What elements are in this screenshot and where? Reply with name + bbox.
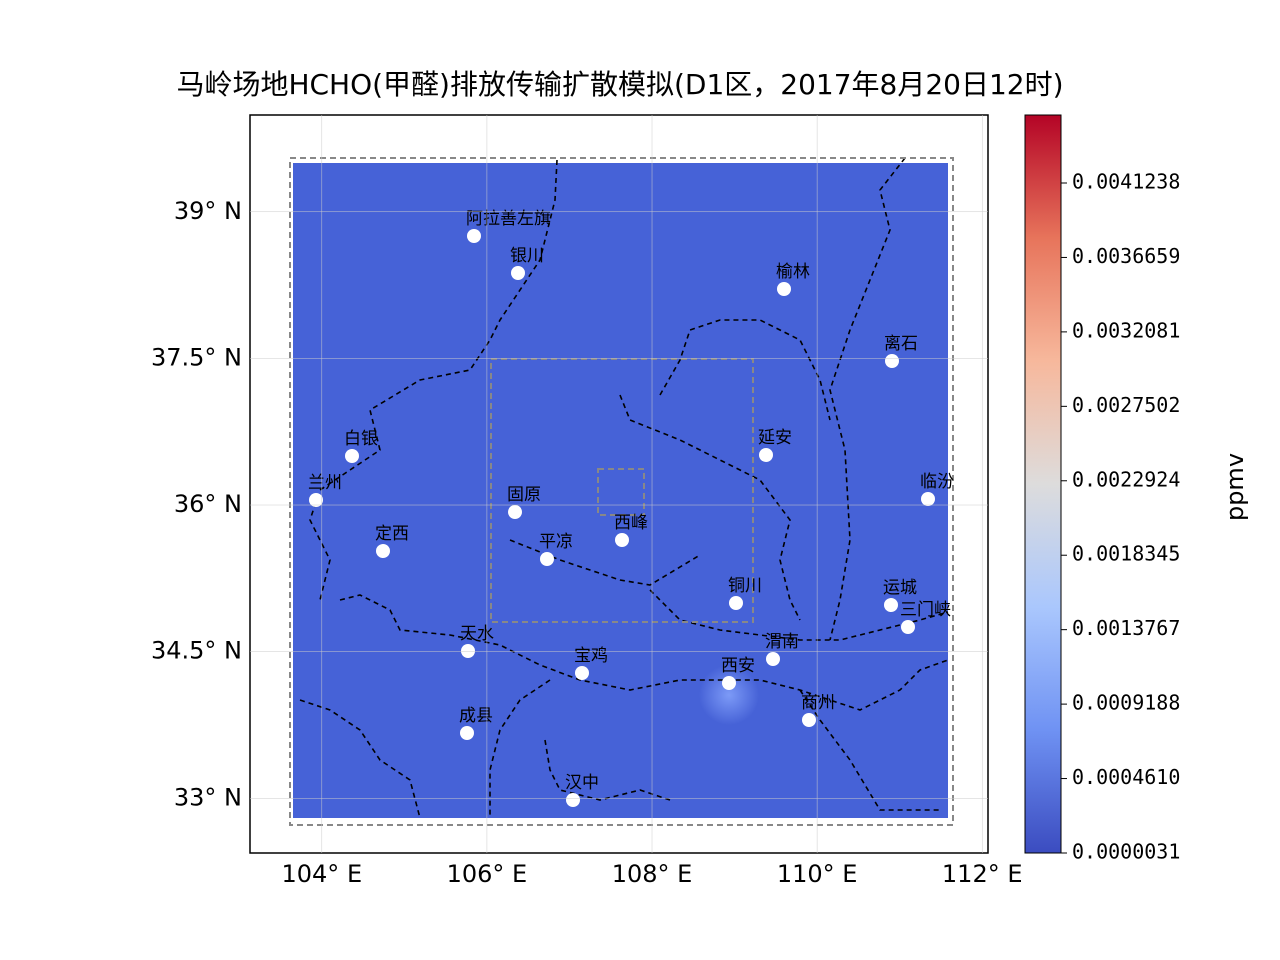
- city-label: 定西: [375, 524, 409, 544]
- concentration-field: [293, 163, 948, 818]
- city-marker: [921, 492, 935, 506]
- city-label: 西安: [721, 656, 755, 676]
- city-marker: [508, 505, 522, 519]
- city-marker: [884, 598, 898, 612]
- city-marker: [376, 544, 390, 558]
- city-label: 临汾: [920, 472, 954, 492]
- colorbar-tick-label: 0.0041238: [1072, 169, 1180, 193]
- x-tick-label: 106° E: [447, 860, 528, 888]
- city-marker: [461, 644, 475, 658]
- city-marker: [766, 652, 780, 666]
- colorbar-frame: [1024, 114, 1062, 854]
- city-marker: [729, 596, 743, 610]
- city-marker: [722, 676, 736, 690]
- city-label: 阿拉善左旗: [466, 209, 551, 229]
- city-label: 天水: [460, 624, 494, 644]
- city-label: 铜川: [728, 576, 762, 596]
- city-label: 固原: [507, 485, 541, 505]
- city-marker: [615, 533, 629, 547]
- plume: [699, 665, 759, 725]
- borders: [299, 157, 949, 819]
- city-marker: [566, 793, 580, 807]
- city-label: 兰州: [308, 473, 342, 493]
- colorbar-tick-label: 0.0036659: [1072, 244, 1180, 268]
- colorbar-tick-label: 0.0027502: [1072, 393, 1180, 417]
- city-marker: [345, 449, 359, 463]
- city-label: 延安: [758, 428, 792, 448]
- y-tick-label: 37.5° N: [151, 343, 242, 371]
- colorbar-tick-label: 0.0013767: [1072, 616, 1180, 640]
- colorbar-tick-label: 0.0018345: [1072, 542, 1180, 566]
- colorbar-tick-label: 0.0000031: [1072, 840, 1180, 864]
- city-marker: [901, 620, 915, 634]
- city-marker: [802, 713, 816, 727]
- d3-boundary: [597, 468, 645, 516]
- city-label: 银川: [510, 246, 544, 266]
- map-frame: [249, 114, 989, 854]
- city-label: 运城: [883, 578, 917, 598]
- city-marker: [777, 282, 791, 296]
- city-marker: [460, 726, 474, 740]
- axis-ticks: 104° E 106° E 108° E 110° E 112° E 33° N 34.5°…: [151, 115, 1023, 888]
- colorbar-tick-label: 0.0022924: [1072, 467, 1180, 491]
- x-tick-label: 112° E: [942, 860, 1023, 888]
- city-label: 榆林: [776, 262, 810, 282]
- colorbar-tick-label: 0.0004610: [1072, 765, 1180, 789]
- city-marker: [309, 493, 323, 507]
- city-label: 西峰: [614, 513, 648, 533]
- colorbar-label: ppmv: [1221, 453, 1249, 521]
- x-tick-label: 108° E: [612, 860, 693, 888]
- city-label: 汉中: [565, 773, 599, 793]
- city-label: 白银: [344, 429, 378, 449]
- x-tick-label: 110° E: [777, 860, 858, 888]
- d1-boundary: [289, 157, 954, 826]
- city-marker: [885, 354, 899, 368]
- colorbar-tick-label: 0.0032081: [1072, 318, 1180, 342]
- city-label: 渭南: [765, 632, 799, 652]
- x-tick-label: 104° E: [282, 860, 363, 888]
- map-title: 马岭场地HCHO(甲醛)排放传输扩散模拟(D1区，2017年8月20日12时): [176, 68, 1063, 101]
- d2-boundary: [490, 358, 754, 623]
- y-tick-label: 36° N: [174, 490, 242, 518]
- city-label: 离石: [884, 334, 918, 354]
- colorbar: [1025, 115, 1061, 853]
- city-label: 宝鸡: [574, 646, 608, 666]
- y-tick-label: 39° N: [174, 197, 242, 225]
- city-marker: [540, 552, 554, 566]
- city-marker: [575, 666, 589, 680]
- city-label: 平凉: [539, 532, 573, 552]
- city-marker: [511, 266, 525, 280]
- y-tick-label: 33° N: [174, 783, 242, 811]
- city-label: 成县: [459, 706, 493, 726]
- city-label: 商州: [801, 693, 835, 713]
- y-tick-label: 34.5° N: [151, 637, 242, 665]
- colorbar-tick-label: 0.0009188: [1072, 691, 1180, 715]
- city-label: 三门峡: [900, 600, 951, 620]
- city-marker: [467, 229, 481, 243]
- city-marker: [759, 448, 773, 462]
